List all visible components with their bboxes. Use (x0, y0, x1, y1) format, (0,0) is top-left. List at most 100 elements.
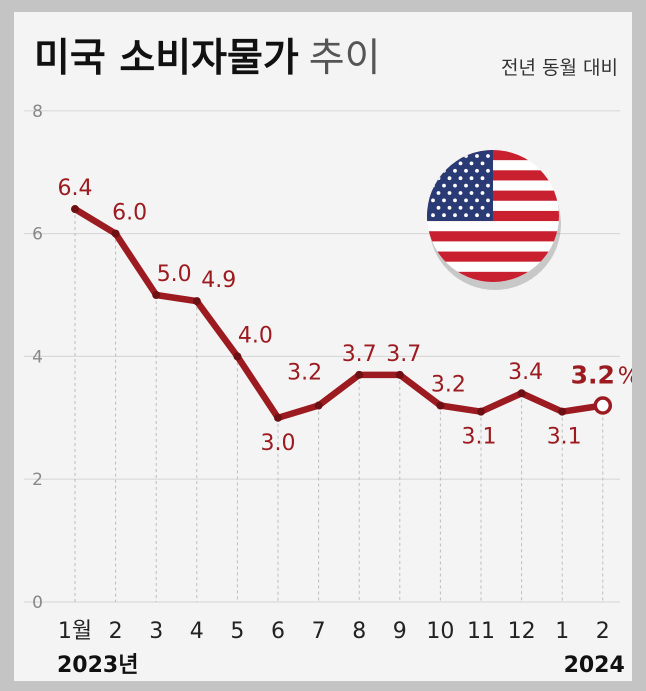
data-point (233, 352, 242, 361)
data-label: 3.4 (508, 360, 543, 385)
flag-star (464, 183, 468, 188)
flag-star (469, 191, 474, 195)
data-point (395, 370, 404, 379)
cpi-series-line (71, 205, 607, 422)
us-flag-icon (427, 150, 561, 290)
data-label-unit: % (618, 364, 632, 390)
x-tick-label: 11 (467, 619, 495, 644)
x-tick-label: 2 (596, 619, 610, 644)
flag-star (486, 198, 490, 203)
flag-star (469, 176, 474, 181)
flag-star (464, 168, 468, 173)
x-tick-label: 10 (426, 619, 454, 644)
x-tick-label: 9 (393, 619, 407, 644)
flag-star (464, 213, 468, 218)
flag-stripe (427, 231, 559, 242)
flag-stripe (427, 251, 559, 262)
y-tick-label: 0 (32, 593, 43, 613)
data-label-last: 3.2 (571, 361, 615, 390)
data-label: 3.7 (386, 342, 421, 367)
flag-star (480, 176, 485, 181)
flag-star (464, 198, 468, 203)
flag-star (464, 154, 468, 158)
flag-star (458, 161, 463, 166)
data-label: 3.2 (431, 373, 466, 398)
x-tick-label: 6 (271, 619, 285, 644)
flag-stripe (427, 271, 559, 282)
flag-star (447, 161, 452, 166)
flag-star (480, 161, 485, 166)
data-label: 3.1 (547, 425, 582, 450)
flag-star (442, 154, 446, 158)
year-label-2024: 2024 (564, 653, 625, 678)
flag-star (447, 176, 452, 181)
flag-star (436, 191, 441, 195)
flag-star (431, 168, 435, 173)
x-tick-label: 4 (190, 619, 204, 644)
data-label: 3.1 (462, 425, 497, 450)
flag-star (431, 154, 435, 158)
flag-star (480, 191, 485, 195)
data-point-last (593, 396, 613, 415)
data-point (274, 413, 282, 422)
data-label: 3.0 (261, 431, 296, 456)
data-point (111, 229, 120, 238)
flag-star (442, 168, 446, 173)
data-point (71, 205, 79, 214)
flag-star (486, 183, 490, 188)
data-label: 6.4 (58, 176, 93, 201)
x-tick-label: 5 (230, 619, 244, 644)
x-tick-label: 12 (508, 619, 536, 644)
flag-star (442, 198, 446, 203)
flag-star (480, 205, 485, 210)
flag-star (469, 161, 474, 166)
flag-star (458, 176, 463, 181)
flag-star (453, 213, 457, 218)
flag-star (447, 191, 452, 195)
flag-star (486, 213, 490, 218)
data-point (558, 407, 567, 416)
flag-star (431, 183, 435, 188)
flag-star (469, 205, 474, 210)
data-label: 5.0 (157, 262, 192, 287)
flag-star (475, 154, 479, 158)
flag-star (447, 205, 452, 210)
x-tick-label: 1 (555, 619, 569, 644)
y-tick-label: 8 (32, 102, 43, 122)
flag-star (436, 161, 441, 166)
flag-star (475, 213, 479, 218)
x-tick-label: 2 (109, 619, 123, 644)
flag-star (486, 168, 490, 173)
flag-star (458, 205, 463, 210)
y-tick-label: 6 (32, 225, 43, 245)
flag-star (436, 176, 441, 181)
flag-star (453, 198, 457, 203)
subtitle: 전년 동월 대비 (501, 57, 618, 79)
data-point (477, 407, 485, 416)
flag-star (453, 183, 457, 188)
data-point (436, 401, 445, 410)
data-label: 4.9 (201, 268, 236, 293)
data-point (152, 291, 161, 299)
data-point (314, 401, 323, 410)
flag-star (458, 191, 463, 195)
flag-star (475, 198, 479, 203)
x-tick-label: 7 (312, 619, 326, 644)
x-tick-label: 8 (352, 619, 366, 644)
flag-star (486, 154, 490, 158)
y-tick-label: 4 (32, 347, 43, 367)
flag-star (436, 205, 441, 210)
chart-card: 0 2 4 6 8 1월 2 3 4 5 6 7 8 9 10 11 12 1 2 2023년 2024 미국 소비자물… (14, 12, 632, 681)
flag-star (442, 183, 446, 188)
flag-star (453, 154, 457, 158)
data-label: 6.0 (112, 201, 147, 226)
flag-star (475, 168, 479, 173)
x-tick-label: 1월 (58, 619, 92, 644)
x-tick-label: 3 (149, 619, 163, 644)
data-point (355, 370, 364, 379)
flag-star (431, 213, 435, 218)
data-label: 4.0 (238, 323, 273, 348)
data-label: 3.7 (342, 342, 377, 367)
year-label-2023: 2023년 (57, 653, 138, 678)
